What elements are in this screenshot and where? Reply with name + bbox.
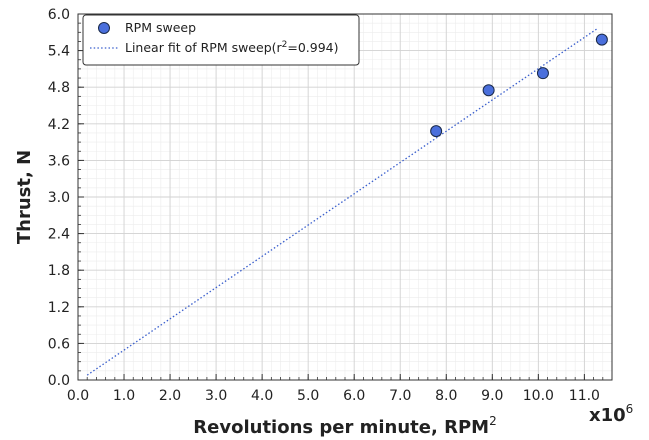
x-tick-label: 0.0	[67, 388, 89, 404]
data-point	[482, 84, 495, 97]
legend-label-fit: Linear fit of RPM sweep(r2=0.994)	[125, 40, 339, 55]
x-axis-title: Revolutions per minute, RPM2	[193, 414, 496, 438]
legend-fit-suffix: =0.994)	[287, 40, 338, 55]
x-tick-label: 2.0	[159, 388, 181, 404]
y-tick-label: 3.6	[48, 153, 70, 169]
legend-label-series: RPM sweep	[125, 20, 196, 35]
axis-ticks	[77, 13, 613, 381]
x-tick-label: 5.0	[297, 388, 319, 404]
x-axis-title-sup: 2	[489, 414, 497, 428]
y-tick-label: 4.2	[48, 117, 70, 133]
y-tick-label: 0.0	[48, 373, 70, 389]
y-tick-labels: 0.0 0.6 1.2 1.8 2.4 3.0 3.6 4.2 4.8 5.4 6.0	[48, 7, 70, 389]
legend-fit-prefix: Linear fit of RPM sweep(r	[125, 40, 283, 55]
y-tick-label: 0.6	[48, 336, 70, 352]
data-points	[430, 33, 608, 138]
x-tick-label: 4.0	[251, 388, 273, 404]
legend-marker	[98, 22, 110, 34]
x-tick-labels: 0.0 1.0 2.0 3.0 4.0 5.0 6.0 7.0 8.0 9.0 10.0 11.0	[67, 388, 600, 404]
data-point	[536, 67, 549, 80]
legend-fit-sup: 2	[282, 40, 288, 50]
y-tick-label: 1.2	[48, 300, 70, 316]
y-axis-title: Thrust, N	[14, 150, 35, 244]
fit-line	[86, 27, 599, 376]
y-tick-label: 5.4	[48, 44, 70, 60]
x-axis-multiplier-exp: 6	[626, 402, 634, 416]
x-tick-label: 7.0	[389, 388, 411, 404]
data-point	[430, 125, 443, 138]
y-tick-label: 2.4	[48, 227, 70, 243]
x-tick-label: 3.0	[205, 388, 227, 404]
x-tick-label: 11.0	[569, 388, 600, 404]
x-tick-label: 10.0	[523, 388, 554, 404]
y-tick-label: 3.0	[48, 190, 70, 206]
data-point	[595, 33, 608, 46]
legend: RPM sweep Linear fit of RPM sweep(r2=0.9…	[82, 14, 360, 66]
y-tick-label: 1.8	[48, 263, 70, 279]
legend-box	[82, 14, 360, 66]
x-tick-label: 9.0	[481, 388, 503, 404]
x-tick-label: 1.0	[113, 388, 135, 404]
y-tick-label: 6.0	[48, 7, 70, 23]
x-axis-multiplier: x106	[589, 402, 633, 426]
y-tick-label: 4.8	[48, 80, 70, 96]
x-tick-label: 6.0	[343, 388, 365, 404]
x-axis-multiplier-base: x10	[589, 405, 626, 426]
x-axis-title-main: Revolutions per minute, RPM	[193, 417, 489, 438]
x-tick-label: 8.0	[435, 388, 457, 404]
